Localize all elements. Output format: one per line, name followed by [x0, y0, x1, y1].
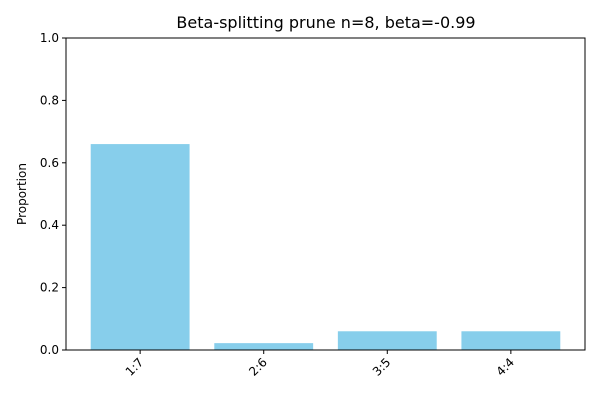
y-tick-label: 0.2: [40, 281, 59, 295]
x-ticks-layer: 1:7 2:6 3:5 4:4: [123, 350, 517, 379]
y-axis-label: Proportion: [15, 163, 29, 225]
y-ticks-layer: 0.0 0.2 0.4 0.6 0.8 1.0: [40, 31, 66, 357]
y-tick-label: 0.6: [40, 156, 59, 170]
y-tick-label: 0.8: [40, 93, 59, 107]
y-tick-label: 1.0: [40, 31, 59, 45]
y-tick-label: 0.0: [40, 343, 59, 357]
x-tick-label: 3:5: [370, 355, 394, 379]
x-tick-label: 1:7: [123, 355, 147, 379]
bar-1-7: [90, 144, 190, 350]
x-tick-label: 2:6: [246, 355, 270, 379]
bar-4-4: [461, 331, 561, 350]
y-tick-label: 0.4: [40, 218, 59, 232]
bars-layer: [90, 144, 561, 350]
x-tick-label: 4:4: [493, 355, 517, 379]
bar-2-6: [214, 343, 314, 350]
chart-title: Beta-splitting prune n=8, beta=-0.99: [176, 13, 475, 32]
bar-3-5: [337, 331, 437, 350]
plot-frame: [65, 37, 586, 351]
